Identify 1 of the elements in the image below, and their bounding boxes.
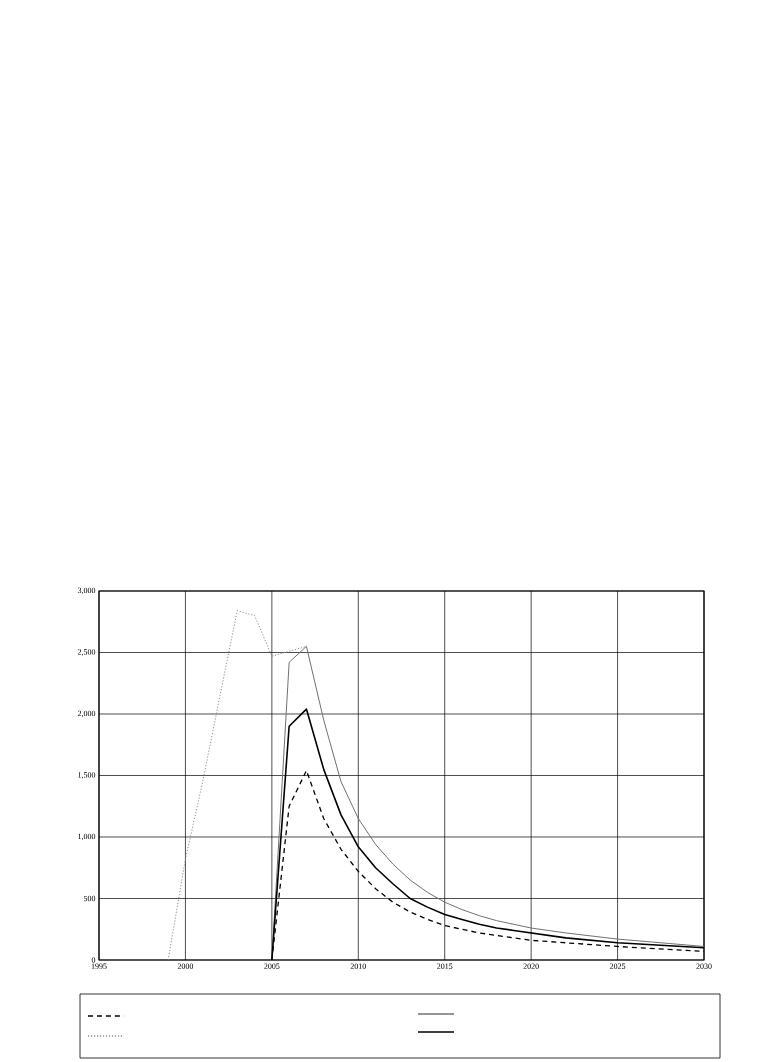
line-series (167, 610, 307, 960)
